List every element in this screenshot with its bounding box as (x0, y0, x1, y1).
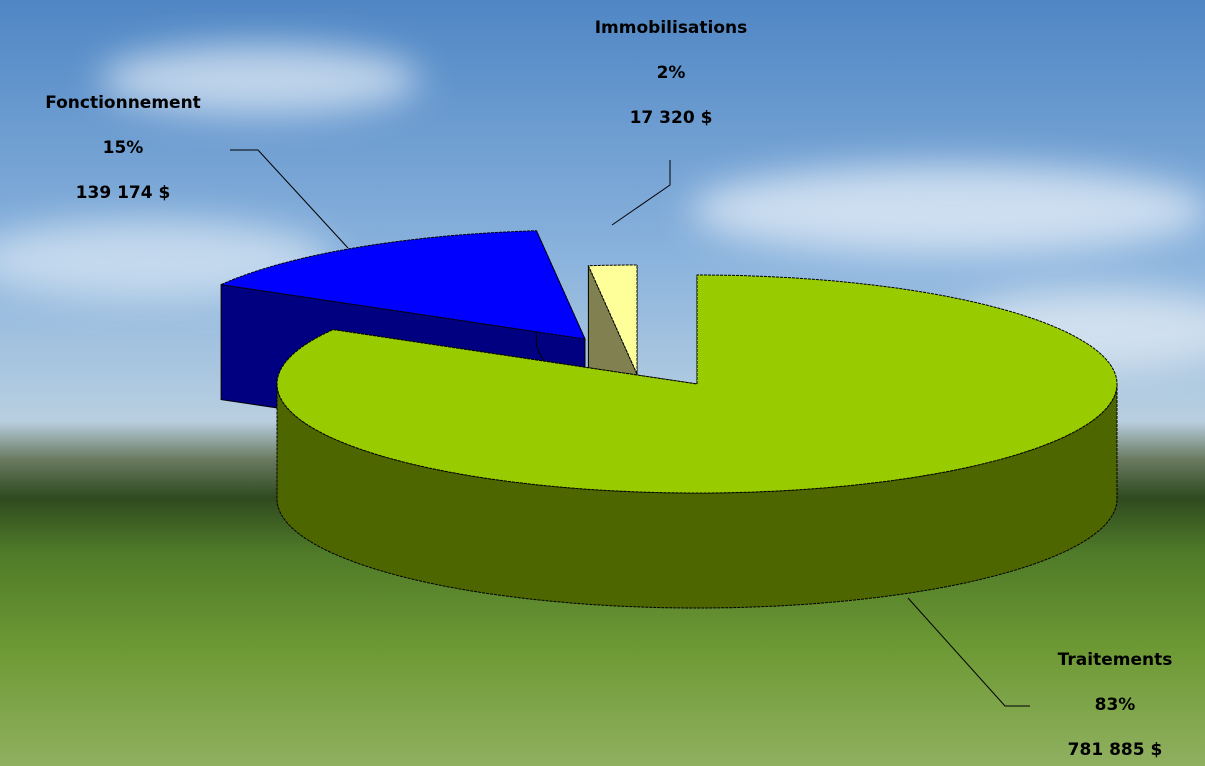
slice-label: Traitements (1058, 650, 1173, 670)
slice-value: 17 320 $ (630, 108, 713, 128)
slice-value: 781 885 $ (1068, 740, 1163, 760)
slice-value: 139 174 $ (76, 183, 171, 203)
chart: Traitements 83% 781 885 $ Fonctionnement 15%… (0, 0, 1205, 766)
slice-label: Fonctionnement (45, 93, 201, 113)
slice-label: Immobilisations (595, 18, 748, 38)
slice-percent: 83% (1095, 695, 1136, 715)
slice-percent: 15% (103, 138, 144, 158)
slice-percent: 2% (657, 63, 686, 83)
